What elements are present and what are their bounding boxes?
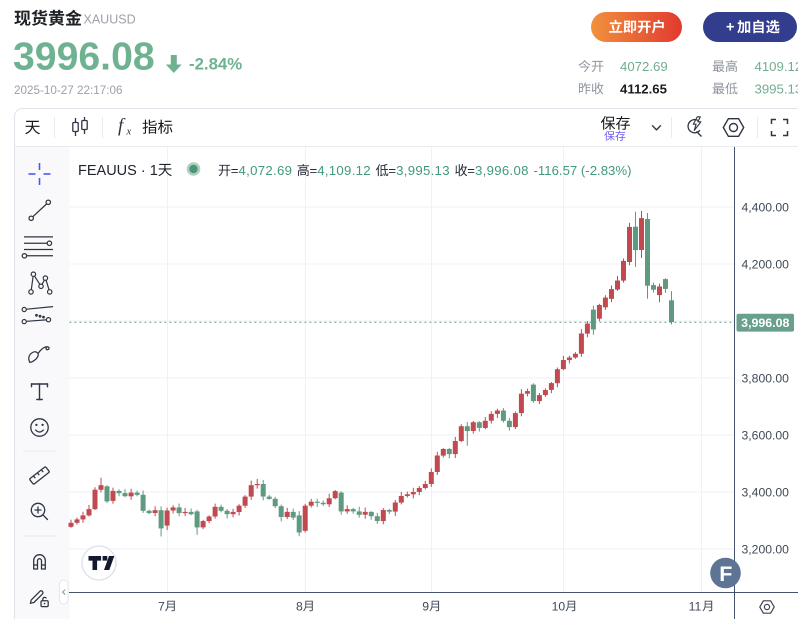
svg-text:4,109.12: 4,109.12 — [317, 163, 371, 178]
svg-text:F: F — [719, 562, 732, 586]
svg-text:3,996.08: 3,996.08 — [741, 316, 789, 330]
svg-text:=: = — [231, 163, 239, 178]
svg-text:9: 9 — [422, 599, 429, 613]
svg-text:4109.12: 4109.12 — [755, 59, 798, 74]
svg-text:3,200.00: 3,200.00 — [742, 542, 790, 556]
svg-text:3,995.13: 3,995.13 — [396, 163, 450, 178]
svg-text:=: = — [388, 163, 396, 178]
svg-text:3,996.08: 3,996.08 — [475, 163, 529, 178]
svg-text:10: 10 — [552, 599, 566, 613]
svg-text:2025-10-27 22:17:06: 2025-10-27 22:17:06 — [14, 84, 123, 97]
svg-text:4112.65: 4112.65 — [620, 81, 667, 96]
svg-text:=: = — [467, 163, 475, 178]
svg-text:3,600.00: 3,600.00 — [742, 428, 790, 442]
svg-text:3995.13: 3995.13 — [755, 81, 798, 96]
svg-text:4,400.00: 4,400.00 — [742, 200, 790, 214]
svg-text:FEAUUS · 1: FEAUUS · 1 — [78, 163, 158, 179]
svg-text:-2.84%: -2.84% — [189, 54, 242, 73]
svg-text:4,072.69: 4,072.69 — [239, 163, 293, 178]
svg-text:x: x — [126, 127, 132, 138]
svg-text:7: 7 — [158, 599, 165, 613]
svg-text:XAUUSD: XAUUSD — [84, 12, 136, 26]
svg-text:3996.08: 3996.08 — [13, 36, 155, 79]
svg-text:4072.69: 4072.69 — [620, 59, 668, 74]
svg-text:=: = — [310, 163, 318, 178]
svg-text:+: + — [726, 20, 734, 36]
svg-text:11: 11 — [689, 599, 702, 613]
svg-text:4,200.00: 4,200.00 — [742, 257, 790, 271]
svg-text:8: 8 — [296, 599, 303, 613]
svg-text:-116.57 (-2.83%): -116.57 (-2.83%) — [534, 163, 632, 178]
svg-text:3,800.00: 3,800.00 — [742, 371, 790, 385]
svg-text:f: f — [118, 116, 126, 137]
svg-text:3,400.00: 3,400.00 — [742, 485, 790, 499]
